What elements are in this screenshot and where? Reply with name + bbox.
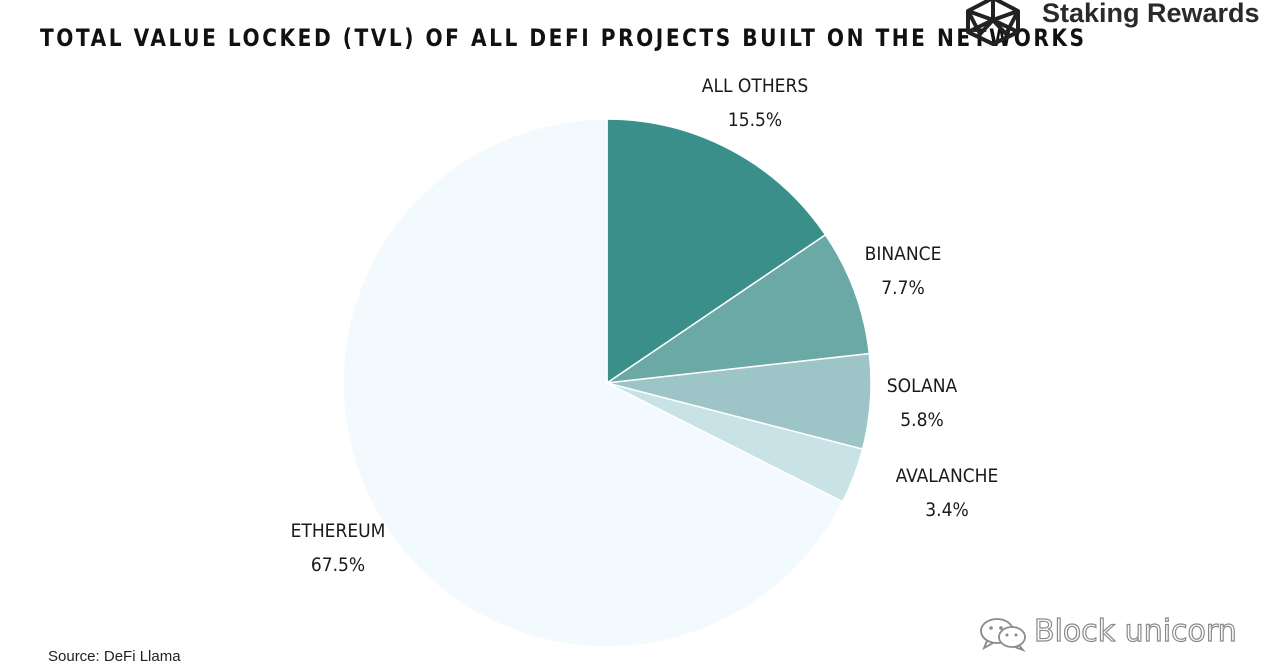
slice-label: SOLANA bbox=[887, 375, 958, 397]
pie-labels: ALL OTHERS 15.5% BINANCE 7.7% SOLANA 5.8% AVAL… bbox=[291, 75, 999, 576]
icosahedron-logo-icon bbox=[966, 0, 1020, 46]
chart-title: TOTAL VALUE LOCKED (TVL) OF ALL DEFI PRO… bbox=[40, 24, 1087, 52]
slice-label: AVALANCHE bbox=[896, 465, 999, 487]
slice-value-label: 67.5% bbox=[311, 554, 365, 576]
wechat-icon bbox=[980, 618, 1026, 652]
slice-label: ALL OTHERS bbox=[702, 75, 808, 97]
pie-slice-ethereum bbox=[342, 118, 844, 648]
slice-value-label: 3.4% bbox=[925, 499, 968, 521]
slice-value-label: 7.7% bbox=[881, 277, 924, 299]
pie-slices bbox=[342, 118, 872, 648]
brand-name: Staking Rewards bbox=[1042, 0, 1260, 28]
brand-logo: Staking Rewards bbox=[962, 0, 1280, 46]
slice-label: BINANCE bbox=[865, 243, 942, 265]
slice-value-label: 15.5% bbox=[728, 109, 782, 131]
slice-value-label: 5.8% bbox=[900, 409, 943, 431]
slice-label: ETHEREUM bbox=[291, 520, 386, 542]
watermark-text: Block unicorn bbox=[1033, 613, 1237, 649]
pie-slice-binance bbox=[606, 233, 871, 384]
pie-slice-all-others bbox=[606, 118, 827, 385]
source-note: Source: DeFi Llama bbox=[48, 648, 181, 665]
